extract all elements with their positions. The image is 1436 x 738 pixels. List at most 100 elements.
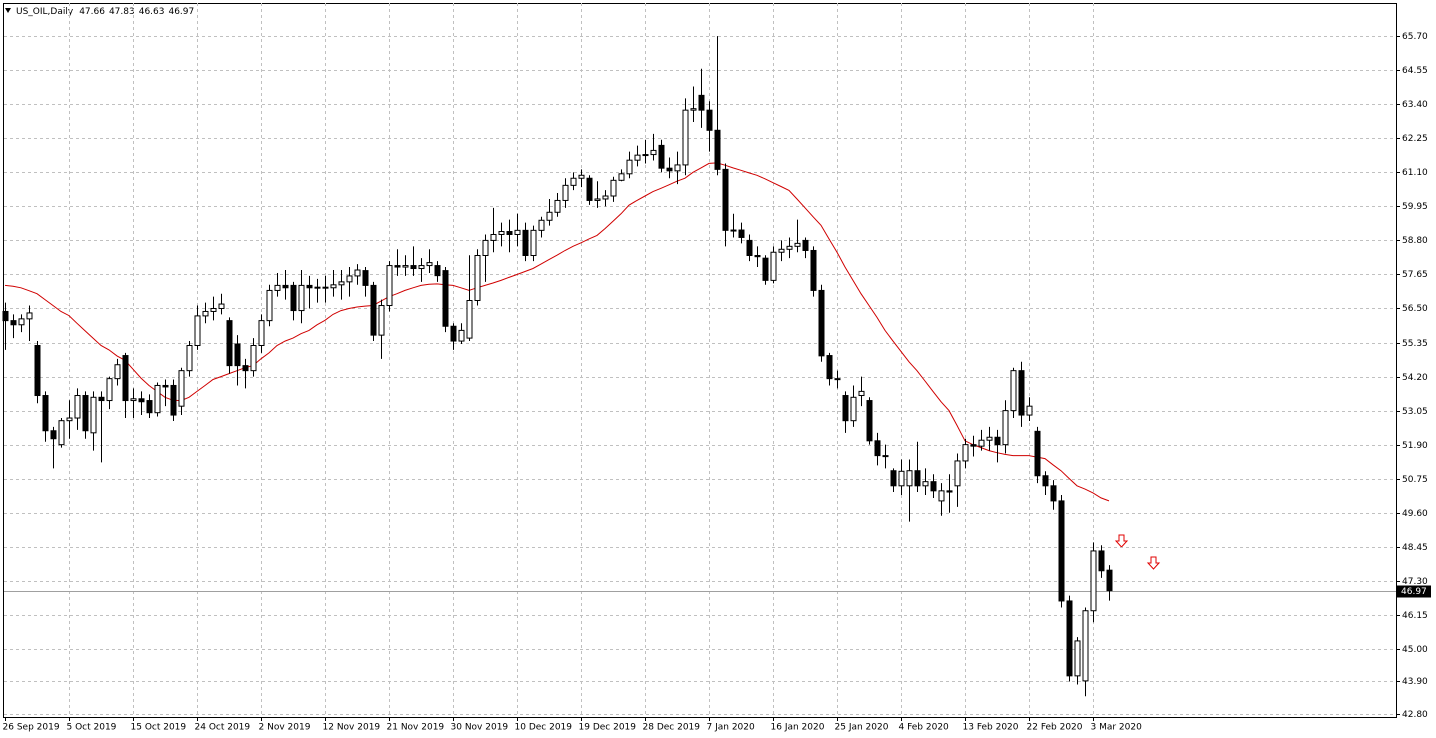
candle-body (570, 177, 577, 186)
candle-body (10, 320, 17, 326)
y-tick-label: 54.20 (1402, 373, 1428, 383)
y-tick-label: 64.55 (1402, 66, 1428, 76)
x-tick-label: 4 Feb 2020 (899, 723, 950, 733)
candle-body (946, 490, 953, 493)
candle-body (98, 396, 105, 402)
candle-body (178, 370, 185, 407)
candle-body (514, 229, 521, 235)
candle-body (186, 344, 193, 372)
candle-body (1002, 410, 1009, 446)
candle-body (498, 231, 505, 235)
candle-body (554, 199, 561, 213)
candle-body (330, 284, 337, 289)
candle-body (322, 286, 329, 289)
y-tick-label: 55.35 (1402, 339, 1428, 349)
candle-body (402, 265, 409, 268)
candle-body (786, 245, 793, 250)
candle-body (106, 378, 113, 402)
y-tick-label: 57.65 (1402, 270, 1428, 280)
candle-body (194, 315, 201, 346)
candle-body (218, 303, 225, 309)
candle-body (242, 365, 249, 372)
candle-body (602, 195, 609, 200)
moving-average (4, 162, 1110, 502)
candle-body (1042, 475, 1049, 487)
candle-body (50, 430, 57, 440)
candle-body (642, 154, 649, 157)
candle-body (338, 281, 345, 286)
x-tick-label: 16 Jan 2020 (771, 723, 825, 733)
candle-body (962, 444, 969, 462)
x-tick-label: 3 Mar 2020 (1091, 723, 1143, 733)
x-tick-label: 21 Nov 2019 (387, 723, 445, 733)
candle-body (682, 109, 689, 166)
candle-body (426, 262, 433, 267)
candle-body (1082, 610, 1089, 682)
down-arrow (1114, 534, 1129, 548)
candle-body (706, 109, 713, 131)
x-tick-label: 24 Oct 2019 (195, 723, 251, 733)
candle-body (914, 470, 921, 487)
candle-body (1058, 500, 1065, 602)
candle-body (930, 481, 937, 492)
candle-body (482, 239, 489, 257)
candle-body (818, 289, 825, 357)
candle-body (698, 94, 705, 111)
candle-body (714, 129, 721, 170)
candle-body (146, 400, 153, 414)
x-tick-label: 25 Jan 2020 (835, 723, 889, 733)
candle-body (18, 318, 25, 326)
candle-body (282, 284, 289, 289)
candle-body (978, 439, 985, 447)
candle-body (370, 284, 377, 336)
candle-body (810, 249, 817, 291)
candle-body (722, 168, 729, 231)
candle-body (378, 305, 385, 336)
candle-body (858, 390, 865, 397)
candle-body (434, 265, 441, 277)
candle-body (754, 255, 761, 258)
y-tick-label: 51.90 (1402, 441, 1428, 451)
candle-body (1010, 370, 1017, 412)
candle-body (394, 265, 401, 268)
candle-body (386, 265, 393, 307)
candle-body (922, 481, 929, 487)
candle-body (874, 440, 881, 457)
x-tick-label: 19 Dec 2019 (579, 723, 637, 733)
candle-body (834, 378, 841, 381)
y-tick-label: 63.40 (1402, 100, 1428, 110)
candle-body (162, 384, 169, 388)
candle-body (290, 284, 297, 312)
candle-body (466, 300, 473, 339)
candle-body (770, 251, 777, 281)
candle-body (210, 307, 217, 312)
candle-body (74, 395, 81, 419)
candle-body (746, 239, 753, 257)
x-tick-label: 13 Feb 2020 (963, 723, 1019, 733)
candle-body (994, 436, 1001, 446)
y-tick-label: 50.75 (1402, 475, 1428, 485)
y-tick-label: 61.10 (1402, 168, 1428, 178)
candle-body (346, 275, 353, 283)
candle-body (202, 310, 209, 317)
y-tick-label: 43.90 (1402, 677, 1428, 687)
chart-header: US_OIL,Daily 47.66 47.83 46.63 46.97 (16, 7, 194, 17)
candle-body (506, 231, 513, 235)
y-tick-label: 62.25 (1402, 134, 1428, 144)
candle-body (634, 154, 641, 161)
candle-body (594, 198, 601, 201)
candle-body (354, 269, 361, 277)
plot-frame (3, 3, 1397, 718)
x-tick-label: 12 Nov 2019 (323, 723, 381, 733)
candle-body (618, 173, 625, 181)
candle-body (762, 257, 769, 281)
candle-body (234, 343, 241, 367)
candle-body (66, 417, 73, 422)
candle-body (170, 384, 177, 416)
y-tick-label: 59.95 (1402, 202, 1428, 212)
candle-body (650, 149, 657, 156)
candle-body (474, 255, 481, 301)
candle-body (954, 460, 961, 487)
candle-body (882, 455, 889, 458)
